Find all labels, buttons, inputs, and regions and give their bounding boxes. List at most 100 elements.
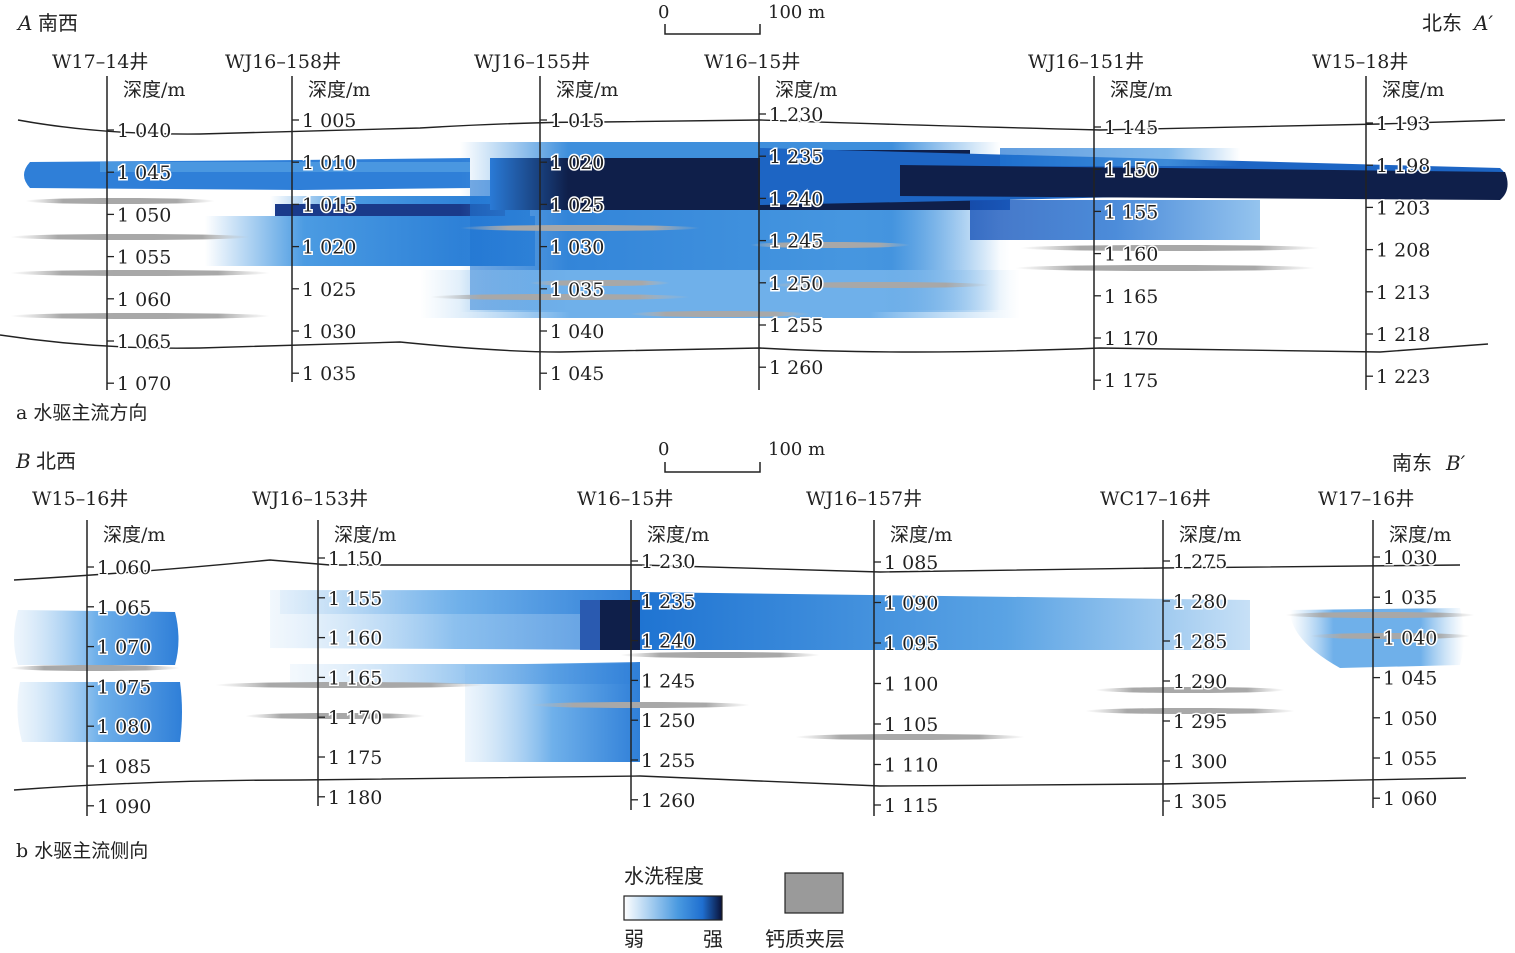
depth-tick-label: 1 050 [1383, 708, 1437, 730]
depth-axis-label: 深度/m [647, 524, 709, 546]
depth-axis-label: 深度/m [1179, 524, 1241, 546]
section-b-right-direction: 南东 [1392, 451, 1432, 475]
depth-tick-label: 1 155 [328, 588, 382, 610]
depth-axis-label: 深度/m [775, 79, 837, 101]
legend-strong-label: 强 [703, 927, 723, 951]
section-a-left-letter: A [16, 11, 32, 35]
depth-tick-label: 1 250 [641, 710, 695, 732]
depth-tick-label: 1 030 [302, 321, 356, 343]
scale-length: 100 m [768, 2, 825, 23]
depth-tick-label: 1 035 [550, 279, 604, 301]
depth-tick-label: 1 060 [1383, 788, 1437, 810]
well-name: WJ16–155井 [474, 51, 590, 73]
section-b-bottom-boundary [13, 775, 1467, 791]
depth-tick-label: 1 045 [117, 162, 171, 184]
section-b-caption: b 水驱主流侧向 [16, 840, 148, 862]
well-name: W17–14井 [52, 51, 148, 73]
depth-tick-label: 1 020 [302, 237, 356, 259]
well-name: WJ16–158井 [225, 51, 341, 73]
depth-tick-label: 1 070 [97, 637, 151, 659]
depth-tick-label: 1 240 [769, 188, 823, 210]
legend-wash-gradient [623, 895, 723, 921]
depth-tick-label: 1 085 [884, 552, 938, 574]
depth-tick-label: 1 290 [1173, 671, 1227, 693]
depth-tick-label: 1 165 [328, 667, 382, 689]
section-b-left-letter: B [15, 449, 31, 473]
depth-tick-label: 1 020 [550, 152, 604, 174]
section-a-bottom-boundary [0, 334, 1489, 353]
depth-tick-label: 1 065 [97, 597, 151, 619]
depth-tick-label: 1 040 [1383, 627, 1437, 649]
section-a-caption: a 水驱主流方向 [16, 402, 147, 424]
legend-title: 水洗程度 [624, 864, 704, 888]
depth-tick-label: 1 155 [1104, 201, 1158, 223]
depth-tick-label: 1 080 [97, 716, 151, 738]
section-b: B 北西 南东 B′ 0 100 m [10, 439, 1475, 862]
depth-tick-label: 1 213 [1376, 282, 1430, 304]
depth-tick-label: 1 070 [117, 373, 171, 395]
section-b-calcareous-layers [10, 612, 1475, 740]
depth-tick-label: 1 240 [641, 631, 695, 653]
section-b-top-boundary [13, 559, 1461, 581]
depth-tick-label: 1 260 [769, 357, 823, 379]
depth-tick-label: 1 025 [302, 279, 356, 301]
well-name: WC17–16井 [1100, 488, 1211, 510]
scale-zero: 0 [658, 2, 669, 23]
depth-tick-label: 1 245 [641, 670, 695, 692]
legend-calcareous-label: 钙质夹层 [765, 927, 845, 951]
depth-tick-label: 1 165 [1104, 286, 1158, 308]
depth-tick-label: 1 005 [302, 110, 356, 132]
depth-tick-label: 1 010 [302, 152, 356, 174]
depth-tick-label: 1 040 [117, 120, 171, 142]
depth-tick-label: 1 045 [1383, 668, 1437, 690]
depth-tick-label: 1 260 [641, 790, 695, 812]
depth-tick-label: 1 060 [97, 557, 151, 579]
depth-tick-label: 1 030 [550, 237, 604, 259]
depth-tick-label: 1 055 [1383, 748, 1437, 770]
depth-tick-label: 1 025 [550, 194, 604, 216]
depth-axis-label: 深度/m [1382, 79, 1444, 101]
legend-calcareous-swatch [784, 872, 844, 914]
depth-tick-label: 1 175 [1104, 370, 1158, 392]
depth-tick-label: 1 180 [328, 787, 382, 809]
scale-zero: 0 [658, 439, 669, 460]
section-a-right-letter: A′ [1472, 11, 1493, 35]
depth-tick-label: 1 255 [769, 315, 823, 337]
depth-tick-label: 1 150 [328, 548, 382, 570]
section-a-scale-bar: 0 100 m [658, 2, 825, 35]
depth-tick-label: 1 075 [97, 676, 151, 698]
depth-tick-label: 1 145 [1104, 117, 1158, 139]
depth-axis-label: 深度/m [334, 524, 396, 546]
section-a-top-boundary [17, 119, 1506, 135]
depth-tick-label: 1 245 [769, 231, 823, 253]
depth-tick-label: 1 015 [302, 194, 356, 216]
depth-axis-label: 深度/m [1389, 524, 1451, 546]
section-a-right-direction: 北东 [1422, 11, 1462, 35]
depth-tick-label: 1 065 [117, 331, 171, 353]
depth-tick-label: 1 050 [117, 204, 171, 226]
depth-tick-label: 1 255 [641, 750, 695, 772]
depth-tick-label: 1 305 [1173, 791, 1227, 813]
well-name: W16–15井 [577, 488, 673, 510]
well-name: W17–16井 [1318, 488, 1414, 510]
depth-tick-label: 1 275 [1173, 551, 1227, 573]
depth-tick-label: 1 230 [769, 104, 823, 126]
depth-tick-label: 1 285 [1173, 631, 1227, 653]
section-a-watered-zones [24, 142, 1508, 318]
depth-tick-label: 1 170 [328, 707, 382, 729]
section-a-left-direction: 南西 [38, 11, 78, 35]
depth-tick-label: 1 223 [1376, 366, 1430, 388]
section-b-scale-bar: 0 100 m [658, 439, 825, 473]
depth-tick-label: 1 250 [769, 273, 823, 295]
depth-tick-label: 1 160 [1104, 244, 1158, 266]
depth-tick-label: 1 280 [1173, 591, 1227, 613]
